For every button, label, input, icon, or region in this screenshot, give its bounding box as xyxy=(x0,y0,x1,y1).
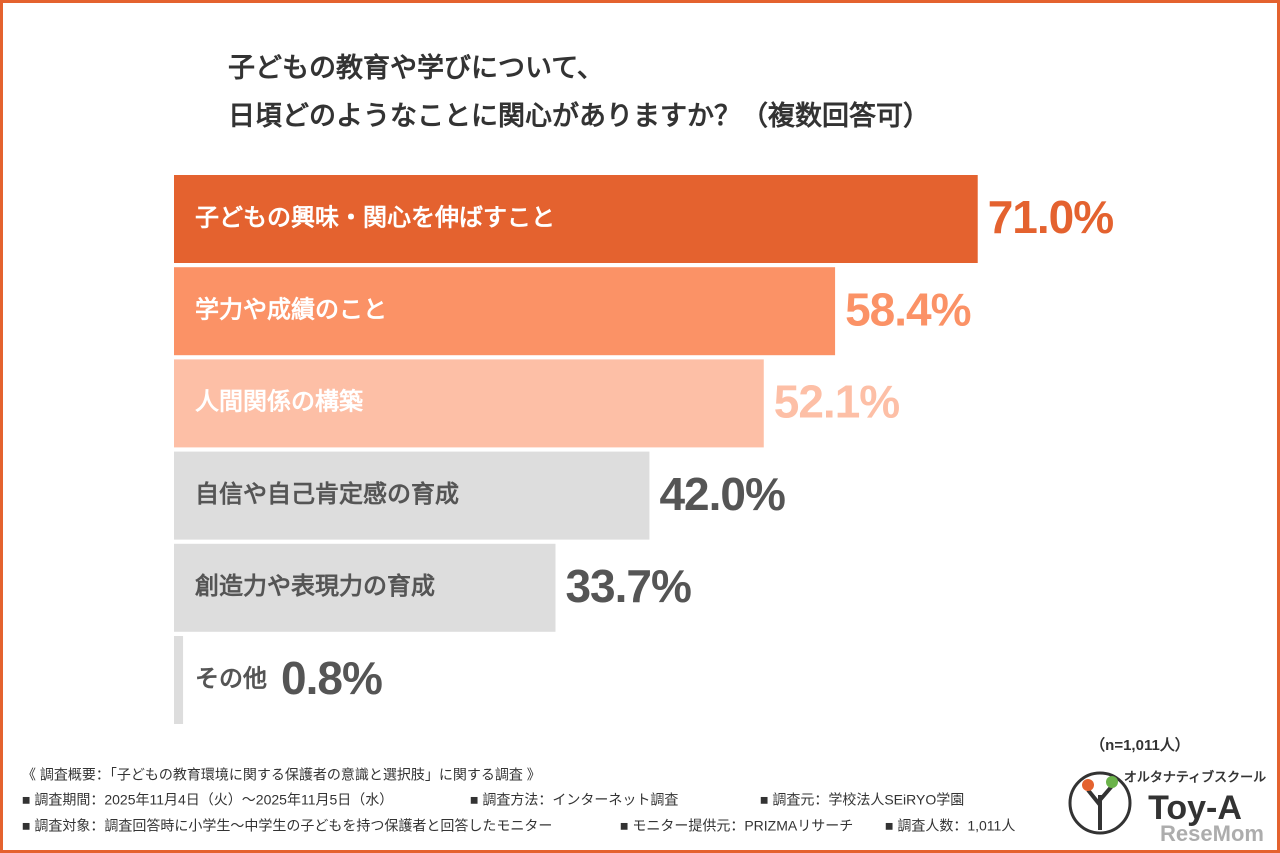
sample-size: （n=1,011人） xyxy=(1090,736,1190,754)
value-label: 58.4% xyxy=(845,283,971,335)
bar xyxy=(174,359,764,448)
value-label: 0.8% xyxy=(281,652,382,704)
category-label: 人間関係の構築 xyxy=(195,388,364,416)
chart-title: 日頃どのようなことに関心がありますか？（複数回答可） xyxy=(228,100,930,131)
logo-icon xyxy=(1106,776,1118,788)
value-label: 42.0% xyxy=(659,468,785,520)
category-label: その他 xyxy=(195,665,267,692)
note: ■ モニター提供元：PRIZMAリサーチ xyxy=(620,818,853,834)
note: ■ 調査期間：2025年11月4日（火）〜2025年11月5日（水） xyxy=(22,792,393,808)
category-label: 自信や自己肯定感の育成 xyxy=(195,480,459,508)
watermark: ReseMom xyxy=(1160,821,1264,846)
logo-icon xyxy=(1086,784,1114,830)
logo-icon xyxy=(1082,779,1094,791)
value-label: 52.1% xyxy=(774,376,900,428)
note: ■ 調査方法：インターネット調査 xyxy=(470,792,678,808)
bar xyxy=(174,451,650,540)
note: ■ 調査人数：1,011人 xyxy=(885,818,1015,834)
bar xyxy=(174,175,978,263)
bar xyxy=(174,543,556,632)
note: ■ 調査元：学校法人SEiRYO学園 xyxy=(760,792,964,808)
bar xyxy=(174,267,836,356)
note: ■ 調査対象：調査回答時に小学生〜中学生の子どもを持つ保護者と回答したモニター xyxy=(22,818,552,834)
category-label: 学力や成績のこと xyxy=(195,296,387,324)
chart-title: 子どもの教育や学びについて、 xyxy=(228,52,604,83)
bar xyxy=(174,636,184,724)
logo-tagline: オルタナティブスクール xyxy=(1124,769,1266,784)
logo: オルタナティブスクール Toy-A ReseMom xyxy=(1068,769,1266,846)
value-label: 33.7% xyxy=(565,560,691,612)
category-label: 創造力や表現力の育成 xyxy=(195,572,435,600)
value-label: 71.0% xyxy=(988,191,1114,243)
note: 《 調査概要：「子どもの教育環境に関する保護者の意識と選択肢」に関する調査 》 xyxy=(22,767,541,783)
category-label: 子どもの興味・関心を伸ばすこと xyxy=(195,204,555,231)
logo-name: Toy-A xyxy=(1148,789,1242,827)
